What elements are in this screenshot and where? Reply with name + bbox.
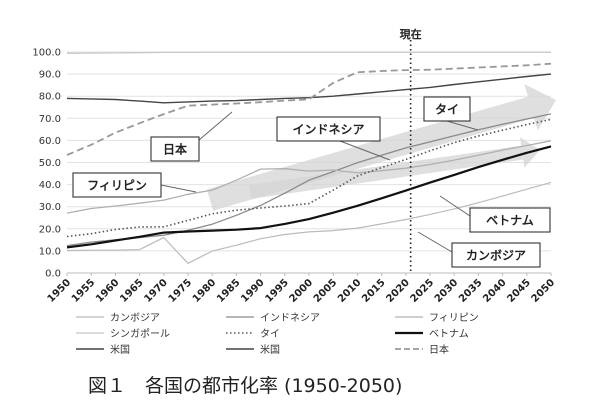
y-tick-label: 30.0 bbox=[39, 202, 61, 213]
series-line-0 bbox=[66, 181, 552, 264]
legend-label: 米国 bbox=[260, 343, 280, 356]
x-tick-label: 2035 bbox=[457, 277, 484, 304]
series-line-2 bbox=[66, 140, 552, 214]
callout-box bbox=[72, 172, 162, 198]
callout-label: カンボジア bbox=[466, 248, 526, 263]
callout-box bbox=[423, 96, 471, 122]
y-tick-label: 90.0 bbox=[39, 70, 61, 81]
x-tick-label: 1970 bbox=[142, 277, 169, 304]
legend-label: 日本 bbox=[429, 343, 449, 356]
x-tick-label: 1990 bbox=[239, 277, 266, 304]
figure-caption: 図１ 各国の都市化率 (1950-2050) bbox=[88, 375, 402, 397]
trend-arrow-secondary bbox=[249, 137, 540, 199]
callout-leader bbox=[417, 231, 453, 253]
callout-box bbox=[469, 207, 551, 233]
y-tick-label: 70.0 bbox=[39, 114, 61, 125]
callout-label: ベトナム bbox=[486, 214, 534, 228]
y-tick-label: 80.0 bbox=[39, 92, 61, 103]
x-tick-label: 1985 bbox=[215, 277, 242, 304]
legend-label: ベトナム bbox=[429, 328, 469, 340]
y-tick-label: 100.0 bbox=[32, 48, 61, 59]
legend-label: フィリピン bbox=[429, 312, 479, 324]
y-tick-label: 60.0 bbox=[39, 136, 61, 147]
y-tick-label: 10.0 bbox=[39, 246, 61, 257]
series-line-7 bbox=[66, 62, 552, 156]
x-tick-label: 2030 bbox=[433, 277, 460, 304]
y-tick-label: 50.0 bbox=[39, 158, 61, 169]
callout-label: フィリピン bbox=[87, 179, 147, 193]
callout-label: タイ bbox=[435, 103, 459, 117]
legend-label: 米国 bbox=[110, 343, 130, 356]
series-line-4 bbox=[66, 118, 552, 238]
legend-label: シンガポール bbox=[110, 328, 170, 340]
now-marker-label: 現在 bbox=[400, 27, 422, 41]
y-tick-label: 20.0 bbox=[39, 224, 61, 235]
x-tick-label: 2040 bbox=[481, 277, 508, 304]
x-tick-label: 2020 bbox=[384, 277, 411, 304]
x-tick-label: 1950 bbox=[46, 277, 73, 304]
legend-label: インドネシア bbox=[260, 312, 320, 324]
series-line-6 bbox=[66, 73, 552, 104]
callout-box bbox=[276, 116, 381, 142]
callout-box bbox=[150, 136, 200, 162]
x-tick-label: 1960 bbox=[94, 277, 121, 304]
x-tick-label: 1995 bbox=[263, 277, 290, 304]
x-tick-label: 1975 bbox=[167, 277, 194, 304]
callout-leader bbox=[446, 120, 479, 131]
callout-leader bbox=[339, 140, 391, 161]
legend-label: タイ bbox=[260, 328, 280, 340]
callout-leader bbox=[198, 111, 233, 141]
x-tick-label: 2005 bbox=[312, 277, 339, 304]
x-tick-label: 2000 bbox=[288, 277, 315, 304]
y-tick-label: 0.0 bbox=[45, 269, 61, 280]
x-tick-label: 2025 bbox=[409, 277, 436, 304]
series-lines bbox=[66, 51, 552, 264]
callout-label: インドネシア bbox=[292, 123, 364, 137]
x-tick-label: 2050 bbox=[530, 277, 557, 304]
callout-leader bbox=[439, 195, 471, 217]
series-line-3 bbox=[66, 51, 551, 54]
x-tick-label: 2010 bbox=[336, 277, 363, 304]
y-tick-label: 40.0 bbox=[39, 180, 61, 191]
series-line-1 bbox=[66, 113, 552, 247]
callout-leader bbox=[160, 184, 197, 193]
x-tick-label: 2015 bbox=[360, 277, 387, 304]
series-line-5 bbox=[66, 145, 552, 249]
x-tick-label: 1980 bbox=[191, 277, 218, 304]
x-tick-label: 1965 bbox=[118, 277, 145, 304]
callout-label: 日本 bbox=[163, 142, 187, 157]
x-tick-label: 2045 bbox=[505, 277, 532, 304]
x-tick-label: 1955 bbox=[70, 277, 97, 304]
callout-box bbox=[451, 242, 541, 268]
legend-label: カンボジア bbox=[110, 312, 160, 324]
